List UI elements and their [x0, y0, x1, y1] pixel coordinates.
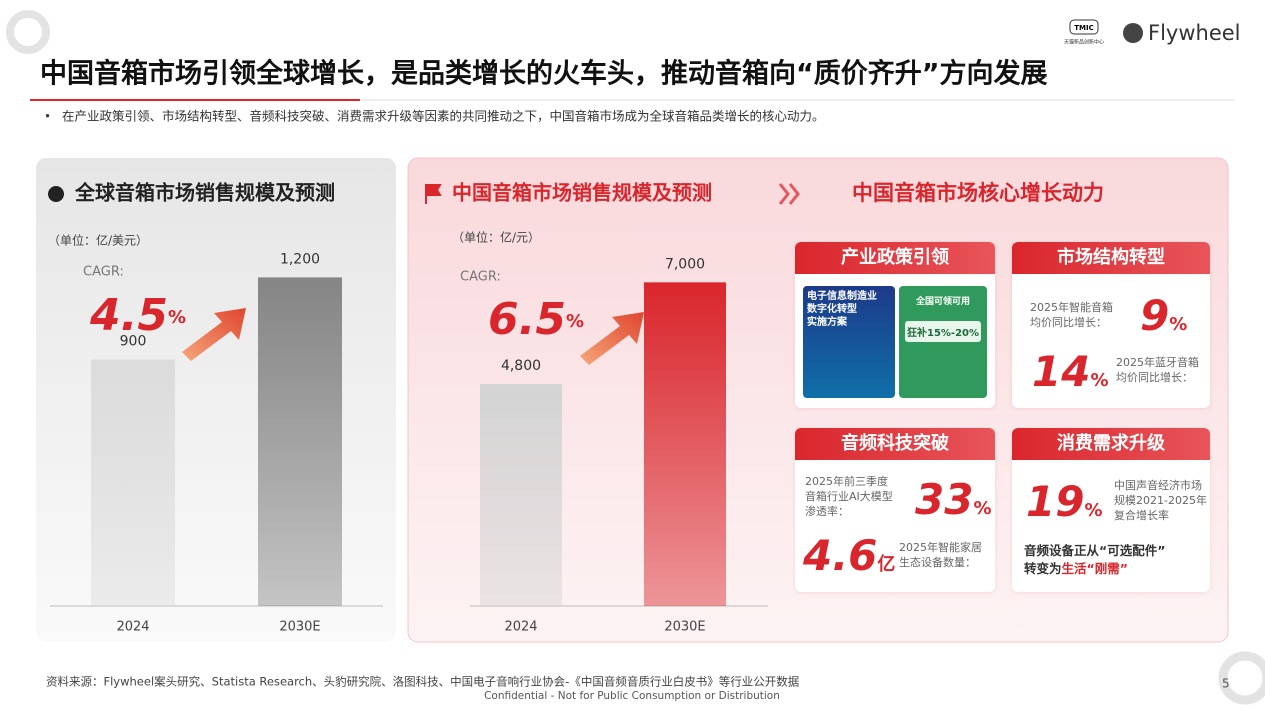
slide-title: 中国音箱市场引领全球增长，是品类增长的火车头，推动音箱向“质价齐升”方向发展 [40, 58, 1048, 90]
brand: Flywheel [1148, 21, 1241, 45]
line: 复合增长率 [1114, 509, 1169, 522]
card-title: 市场结构转型 [1012, 242, 1210, 274]
growth-arrow [580, 312, 644, 365]
line: 音箱行业AI大模型 [805, 490, 893, 503]
page-number: 5 [1222, 677, 1230, 691]
poster-line: 狂补15%-20% [905, 321, 981, 342]
num: 33 [915, 475, 974, 524]
note-line: 音频设备正从“可选配件” [1024, 543, 1166, 558]
value-label: 1,200 [280, 251, 320, 267]
stat-label: 2025年智能家居 生态设备数量： [899, 540, 982, 570]
line: 2025年智能音箱 [1030, 301, 1113, 314]
chart-title: 全球音箱市场销售规模及预测 [74, 181, 335, 205]
poster: 电子信息制造业 数字化转型 实施方案 [803, 286, 895, 398]
unit: % [973, 498, 992, 519]
cagr-label: CAGR: [83, 265, 124, 280]
stat-value: 14% [1032, 350, 1109, 403]
line: 中国声音经济市场 [1114, 479, 1202, 492]
chart-title: 中国音箱市场销售规模及预测 [452, 181, 712, 205]
card-title: 产业政策引领 [795, 242, 995, 274]
logo-box [1069, 19, 1099, 35]
bar [480, 384, 562, 606]
value-label: 900 [120, 334, 147, 350]
driver-card: 音频科技突破 2025年前三季度 音箱行业AI大模型 渗透率： 33% 4.6亿 2… [795, 428, 995, 592]
poster-line: 实施方案 [807, 317, 847, 328]
stat-value: 9% [1140, 294, 1187, 347]
line: 规模2021-2025年 [1114, 494, 1207, 507]
cagr-number: 4.5 [89, 290, 168, 341]
unit-label: （单位：亿/美元） [48, 233, 148, 248]
stat-label: 2025年蓝牙音箱 均价同比增长： [1116, 355, 1199, 385]
line: 2025年前三季度 [805, 475, 888, 488]
card-title: 音频科技突破 [795, 428, 995, 460]
logo-small: TMIC [1074, 24, 1093, 32]
logo-sub: 天猫新品创新中心 [1064, 39, 1104, 46]
num: 4.6 [803, 531, 878, 580]
cagr-number: 6.5 [488, 294, 566, 345]
stat-label: 2025年前三季度 音箱行业AI大模型 渗透率： [805, 474, 893, 519]
line: 均价同比增长： [1030, 316, 1107, 329]
unit: % [1090, 370, 1109, 391]
driver-card: 消费需求升级 19% 中国声音经济市场 规模2021-2025年 复合增长率 音频设… [1012, 428, 1210, 592]
cagr-unit: % [566, 311, 584, 332]
line: 均价同比增长： [1116, 371, 1193, 384]
x-tick-label: 2030E [279, 620, 320, 635]
bar [644, 282, 726, 606]
unit: % [1084, 500, 1103, 521]
bar [258, 277, 342, 606]
poster-line: 电子信息制造业 [807, 291, 877, 302]
cagr-value: 6.5% [488, 294, 584, 345]
driver-card: 市场结构转型 2025年智能音箱 均价同比增长： 9% 14% 2025年蓝牙音箱… [1012, 242, 1210, 408]
num: 19 [1026, 477, 1085, 526]
value-label: 4,800 [501, 358, 541, 374]
unit-label: （单位：亿/元） [452, 230, 540, 245]
note-line: 转变为 [1024, 561, 1062, 576]
bar [91, 359, 175, 606]
poster-line: 全国可领可用 [915, 297, 970, 307]
x-tick-label: 2024 [116, 620, 149, 635]
drivers-title: 中国音箱市场核心增长动力 [852, 181, 1104, 205]
growth-arrow [182, 308, 246, 361]
line: 渗透率： [805, 505, 849, 518]
x-tick-label: 2024 [504, 620, 537, 635]
cagr-label: CAGR: [460, 270, 501, 285]
line: 2025年智能家居 [899, 541, 982, 554]
value-label: 7,000 [665, 256, 705, 272]
flag-icon [425, 184, 442, 204]
confidential: Confidential - Not for Public Consumptio… [484, 690, 780, 702]
brand-mark [1123, 23, 1143, 43]
stat-value: 33% [915, 478, 992, 531]
bullet-text: 在产业政策引领、市场结构转型、音频科技突破、消费需求升级等因素的共同推动之下，中… [62, 109, 825, 124]
cagr-value: 4.5% [89, 290, 186, 341]
cagr-unit: % [168, 307, 186, 328]
line: 2025年蓝牙音箱 [1116, 356, 1199, 369]
unit: % [1169, 314, 1188, 335]
poster-line: 数字化转型 [807, 304, 857, 315]
globe-icon [48, 186, 64, 202]
deco-ring [1218, 651, 1265, 705]
stat-label: 中国声音经济市场 规模2021-2025年 复合增长率 [1114, 478, 1207, 523]
note-emphasis: 生活“刚需” [1061, 561, 1128, 576]
driver-card: 产业政策引领 电子信息制造业 数字化转型 实施方案 全国可领可用 狂补15%-2… [795, 242, 995, 408]
stat-label: 2025年智能音箱 均价同比增长： [1030, 300, 1113, 330]
line: 生态设备数量： [899, 556, 976, 569]
unit: 亿 [877, 554, 896, 575]
stat-value: 19% [1026, 480, 1103, 533]
stat-value: 4.6亿 [803, 534, 895, 587]
card-title: 消费需求升级 [1012, 428, 1210, 460]
source: 资料来源：Flywheel案头研究、Statista Research、头豹研究… [46, 675, 800, 689]
num: 9 [1140, 291, 1170, 340]
deco-ring [6, 10, 50, 54]
note: 音频设备正从“可选配件” 转变为生活“刚需” [1024, 542, 1165, 578]
chevrons [778, 183, 800, 205]
bullet-dot: • [44, 110, 51, 124]
poster: 全国可领可用 狂补15%-20% [899, 286, 987, 398]
num: 14 [1032, 347, 1091, 396]
x-tick-label: 2030E [664, 620, 705, 635]
